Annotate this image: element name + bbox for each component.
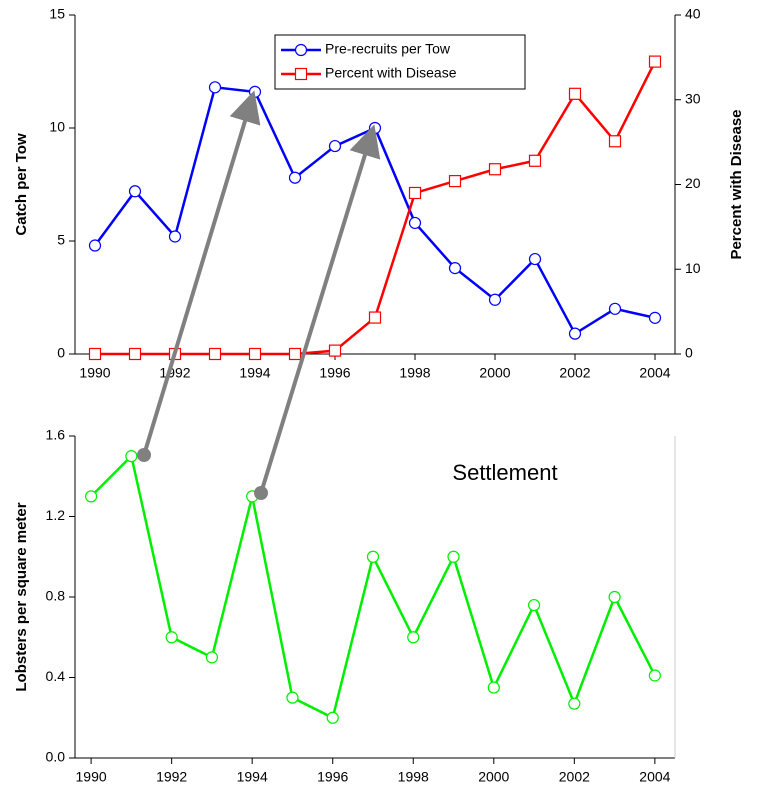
y-tick-label: 1.2 (46, 507, 66, 523)
y-tick-label: 1.6 (46, 427, 66, 443)
legend-marker (294, 43, 308, 57)
marker (205, 651, 219, 664)
y-tick-label: 5 (57, 232, 65, 248)
y2-tick-label: 20 (685, 175, 701, 191)
marker (328, 139, 342, 153)
marker (448, 262, 462, 275)
series-line (95, 61, 657, 356)
x-tick-label: 1998 (398, 769, 429, 785)
y-axis-title: Catch per Tow (13, 133, 30, 236)
x-tick-label: 1990 (79, 365, 110, 381)
x-tick-label: 1992 (159, 365, 190, 381)
legend-label: Percent with Disease (325, 65, 457, 81)
y-tick-label: 0.8 (46, 588, 66, 604)
marker (366, 550, 380, 563)
marker (568, 697, 581, 710)
series-line (90, 453, 656, 720)
marker (128, 185, 142, 198)
marker (608, 135, 622, 148)
marker (326, 711, 339, 724)
x-tick-label: 2000 (478, 769, 509, 785)
marker (608, 590, 621, 604)
marker (288, 171, 302, 184)
x-tick-label: 2002 (559, 365, 590, 381)
marker (208, 81, 222, 94)
marker (648, 669, 661, 682)
marker (286, 691, 299, 704)
marker (408, 216, 422, 230)
y-tick-label: 10 (49, 119, 65, 135)
marker (288, 347, 302, 361)
y-tick-label: 0.4 (46, 668, 66, 684)
marker (165, 631, 178, 644)
marker (648, 311, 662, 324)
y-tick-label: 15 (49, 6, 65, 22)
marker (168, 230, 182, 243)
marker (448, 175, 462, 188)
marker (407, 631, 420, 644)
y2-tick-label: 10 (685, 260, 701, 276)
x-tick-label: 1996 (319, 365, 350, 381)
x-tick-label: 1992 (156, 769, 187, 785)
y2-axis-title: Percent with Disease (728, 109, 745, 259)
x-tick-label: 1996 (317, 769, 348, 785)
legend-box (274, 34, 526, 90)
arrow-origin (254, 486, 268, 500)
marker (125, 450, 138, 463)
x-tick-label: 1990 (76, 769, 107, 785)
arrow (259, 124, 381, 494)
y2-tick-label: 0 (685, 345, 693, 361)
legend-marker (294, 67, 308, 81)
x-tick-label: 2004 (639, 365, 670, 381)
marker (487, 681, 500, 694)
marker (528, 252, 542, 266)
marker (528, 154, 542, 167)
x-tick-label: 2002 (559, 769, 590, 785)
marker (488, 163, 502, 176)
legend-label: Pre-recruits per Tow (325, 41, 451, 57)
y-tick-label: 0 (57, 345, 65, 361)
annotation: Settlement (452, 460, 557, 485)
marker (568, 87, 582, 100)
x-tick-label: 2000 (479, 365, 510, 381)
marker (608, 302, 622, 315)
marker (208, 347, 222, 361)
marker (88, 347, 102, 361)
marker (527, 598, 541, 612)
marker (248, 347, 262, 361)
x-tick-label: 1994 (239, 365, 270, 381)
marker (368, 311, 382, 324)
marker (85, 490, 98, 503)
marker (248, 85, 262, 98)
marker (447, 550, 460, 563)
arrow (142, 90, 261, 456)
marker (128, 347, 142, 361)
y-axis-title: Lobsters per square meter (13, 502, 30, 691)
y2-tick-label: 40 (685, 6, 701, 22)
y2-tick-label: 30 (685, 90, 701, 106)
marker (408, 186, 422, 200)
x-tick-label: 2004 (639, 769, 670, 785)
marker (488, 293, 502, 306)
arrow-origin (137, 448, 151, 462)
marker (568, 327, 582, 340)
marker (88, 239, 102, 252)
y-tick-label: 0.0 (46, 749, 66, 765)
x-tick-label: 1998 (399, 365, 430, 381)
marker (328, 344, 342, 357)
marker (648, 55, 662, 68)
x-tick-label: 1994 (237, 769, 268, 785)
